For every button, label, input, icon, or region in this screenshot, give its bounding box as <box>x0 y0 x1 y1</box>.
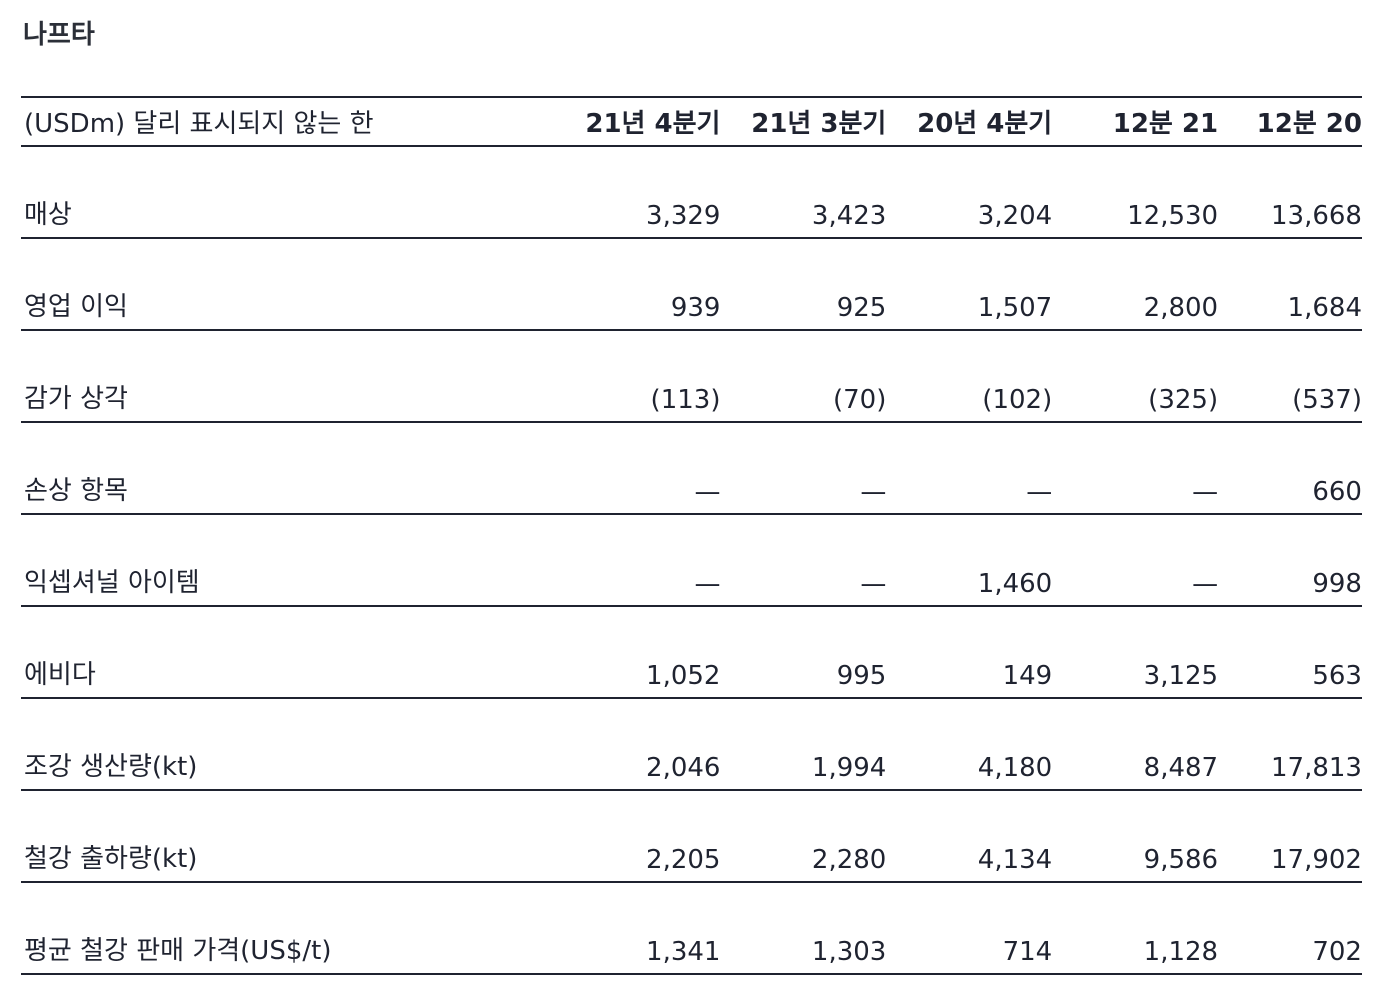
row-value-col-5: 13,668 <box>1271 201 1362 231</box>
table-row: 손상 항목 — — — — 660 <box>21 423 1362 515</box>
row-value-col-5: 17,902 <box>1271 845 1362 875</box>
row-value-col-4: 12,530 <box>1127 201 1219 231</box>
table-row: 영업 이익 939 925 1,507 2,800 1,684 <box>21 239 1362 331</box>
row-label: 매상 <box>24 200 72 230</box>
table-row: 감가 상각 (113) (70) (102) (325) (537) <box>21 331 1362 423</box>
row-label: 손상 항목 <box>24 476 128 506</box>
row-value-col-1: 2,046 <box>646 753 721 783</box>
table-row: 익셉셔널 아이템 — — 1,460 — 998 <box>21 515 1362 607</box>
row-value-col-4: 8,487 <box>1143 753 1219 783</box>
row-value-col-2: 3,423 <box>811 201 887 231</box>
row-value-col-3: (102) <box>982 385 1053 415</box>
row-value-col-1: — <box>694 477 721 507</box>
header-label: (USDm) 달리 표시되지 않는 한 <box>24 109 374 139</box>
table-row: 평균 철강 판매 가격(US$/t) 1,341 1,303 714 1,128 702 <box>21 883 1362 975</box>
row-label: 감가 상각 <box>24 384 128 414</box>
row-value-col-1: 1,052 <box>646 661 721 691</box>
row-value-col-3: — <box>1026 477 1053 507</box>
row-value-col-4: (325) <box>1148 385 1219 415</box>
row-value-col-1: (113) <box>650 385 721 415</box>
row-value-col-3: 714 <box>1002 937 1053 967</box>
header-col-3: 20년 4분기 <box>917 109 1053 139</box>
row-value-col-3: 4,134 <box>977 845 1053 875</box>
row-value-col-4: 2,800 <box>1143 293 1219 323</box>
row-label: 조강 생산량(kt) <box>24 752 198 782</box>
row-value-col-4: 9,586 <box>1143 845 1219 875</box>
table-row: 에비다 1,052 995 149 3,125 563 <box>21 607 1362 699</box>
row-value-col-5: 563 <box>1312 661 1362 691</box>
table-row: 철강 출하량(kt) 2,205 2,280 4,134 9,586 17,902 <box>21 791 1362 883</box>
header-col-1: 21년 4분기 <box>585 109 721 139</box>
row-value-col-1: 939 <box>670 293 721 323</box>
row-value-col-2: — <box>860 569 887 599</box>
row-value-col-2: 1,303 <box>811 937 887 967</box>
row-value-col-1: 1,341 <box>646 937 721 967</box>
row-label: 익셉셔널 아이템 <box>24 568 200 598</box>
row-value-col-2: (70) <box>832 385 887 415</box>
header-col-5: 12분 20 <box>1256 109 1362 139</box>
row-value-col-2: — <box>860 477 887 507</box>
financial-table: (USDm) 달리 표시되지 않는 한 21년 4분기 21년 3분기 20년 … <box>21 96 1362 975</box>
page-title: 나프타 <box>23 20 95 50</box>
row-value-col-5: 702 <box>1312 937 1362 967</box>
row-value-col-4: 3,125 <box>1143 661 1219 691</box>
header-col-2: 21년 3분기 <box>751 109 887 139</box>
row-value-col-3: 1,460 <box>977 569 1053 599</box>
row-value-col-5: (537) <box>1292 385 1362 415</box>
row-value-col-5: 1,684 <box>1287 293 1362 323</box>
table-row: 매상 3,329 3,423 3,204 12,530 13,668 <box>21 147 1362 239</box>
table-row: 조강 생산량(kt) 2,046 1,994 4,180 8,487 17,813 <box>21 699 1362 791</box>
row-value-col-4: — <box>1192 477 1219 507</box>
row-value-col-1: 2,205 <box>646 845 721 875</box>
row-value-col-2: 995 <box>836 661 887 691</box>
row-value-col-4: — <box>1192 569 1219 599</box>
row-value-col-2: 1,994 <box>811 753 887 783</box>
row-value-col-4: 1,128 <box>1143 937 1219 967</box>
row-value-col-2: 2,280 <box>811 845 887 875</box>
header-col-4: 12분 21 <box>1112 109 1219 139</box>
row-label: 평균 철강 판매 가격(US$/t) <box>24 936 332 966</box>
row-value-col-3: 149 <box>1002 661 1053 691</box>
row-value-col-5: 17,813 <box>1271 753 1362 783</box>
row-value-col-2: 925 <box>836 293 887 323</box>
row-label: 영업 이익 <box>24 292 128 322</box>
row-label: 철강 출하량(kt) <box>24 844 198 874</box>
row-value-col-3: 4,180 <box>977 753 1053 783</box>
row-value-col-3: 3,204 <box>977 201 1053 231</box>
table-header: (USDm) 달리 표시되지 않는 한 21년 4분기 21년 3분기 20년 … <box>21 96 1362 147</box>
row-value-col-5: 998 <box>1312 569 1362 599</box>
row-label: 에비다 <box>24 660 96 690</box>
row-value-col-3: 1,507 <box>977 293 1053 323</box>
row-value-col-1: — <box>694 569 721 599</box>
row-value-col-1: 3,329 <box>646 201 721 231</box>
row-value-col-5: 660 <box>1312 477 1362 507</box>
